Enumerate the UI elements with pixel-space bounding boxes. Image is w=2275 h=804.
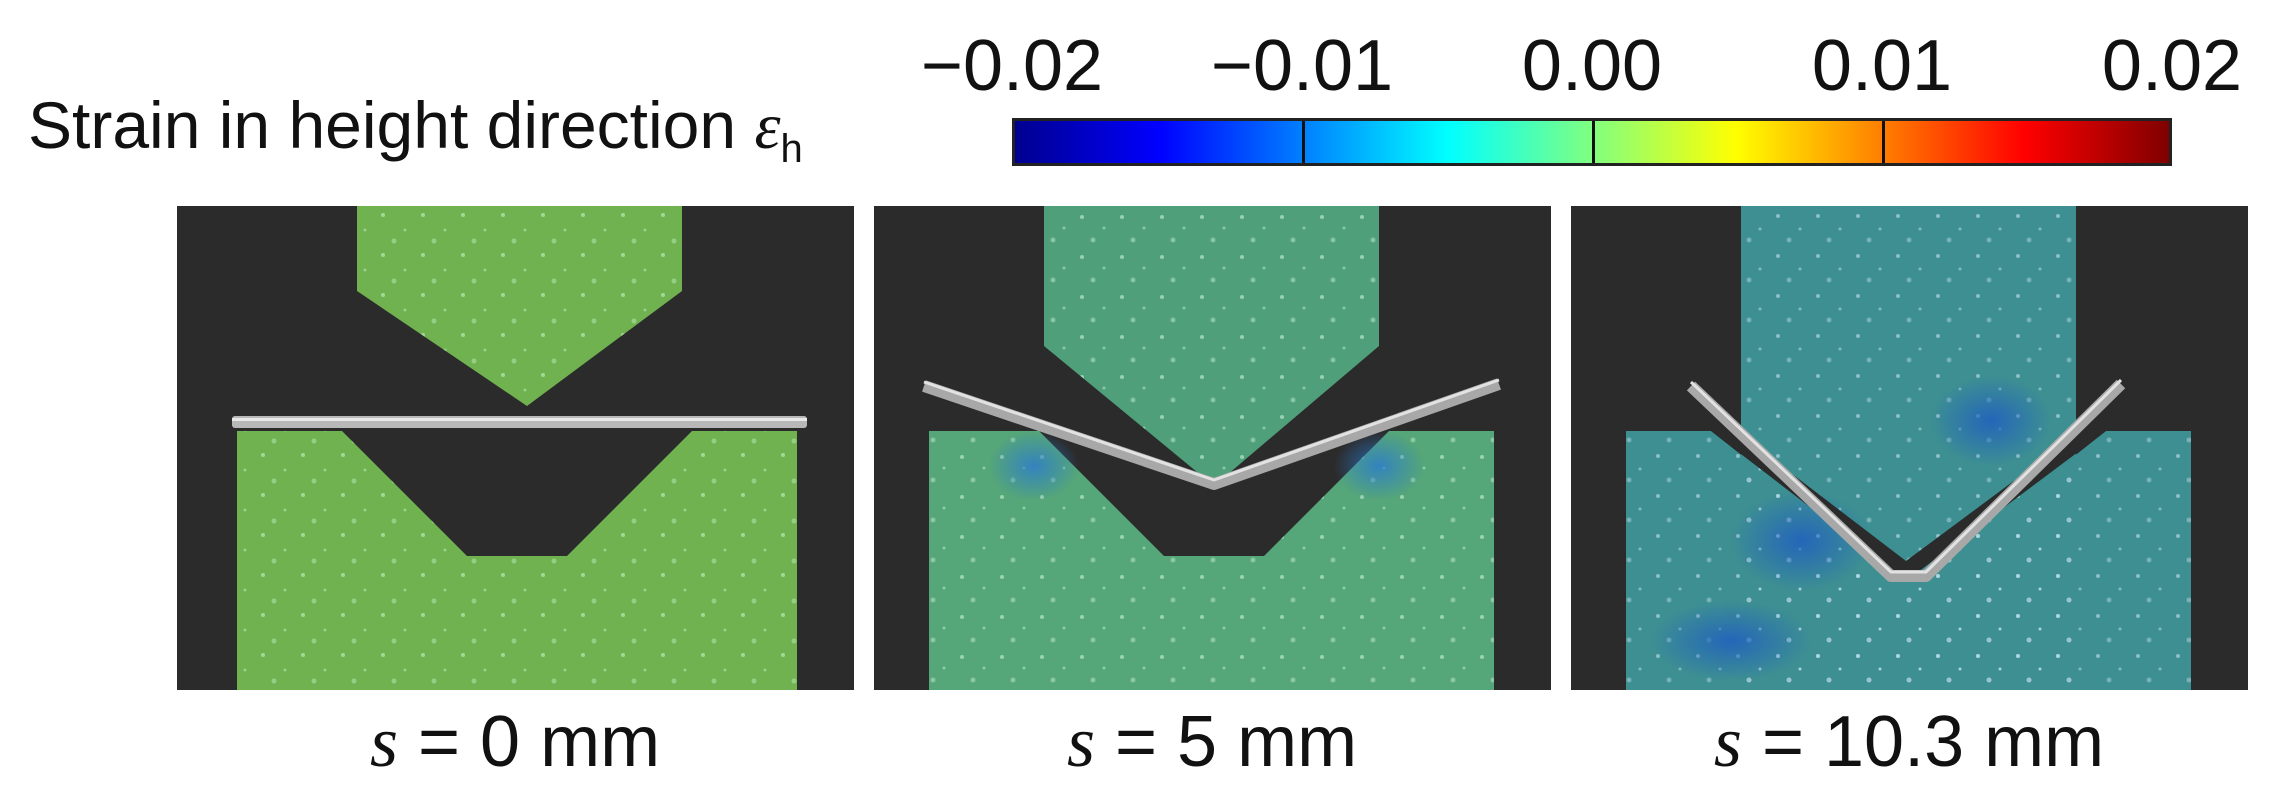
caption-equals: =	[1741, 702, 1824, 782]
colorbar-tick-label: 0.02	[2101, 26, 2243, 106]
panel-caption-3: s = 10.3 mm	[1714, 706, 2104, 778]
colorbar-tick-mark	[1882, 121, 1885, 163]
strain-field-image-3	[1571, 206, 2248, 690]
colorbar-label-text: Strain in height direction	[28, 88, 737, 162]
colorbar-tick-label: −0.01	[1210, 26, 1394, 106]
strain-field-image-1	[177, 206, 854, 690]
strain-subscript: h	[780, 127, 803, 171]
colorbar-tick-mark	[1592, 121, 1595, 163]
caption-equals: =	[397, 702, 481, 782]
caption-value: 0 mm	[480, 702, 661, 782]
strain-symbol: ε	[754, 90, 781, 163]
strain-field-image-2	[874, 206, 1551, 690]
caption-value: 5 mm	[1177, 702, 1358, 782]
caption-variable: s	[369, 702, 398, 782]
caption-equals: =	[1094, 702, 1178, 782]
panel-caption-1: s = 0 mm	[370, 706, 660, 778]
panel-caption-2: s = 5 mm	[1067, 706, 1357, 778]
caption-variable: s	[1066, 702, 1095, 782]
colorbar-tick-mark	[1302, 121, 1305, 163]
colorbar-tick-label: 0.01	[1811, 26, 1953, 106]
colorbar-tick-label: 0.00	[1521, 26, 1663, 106]
caption-variable: s	[1713, 702, 1742, 782]
colorbar-tick-label: −0.02	[920, 26, 1104, 106]
strain-photo-panel-3	[1571, 206, 2248, 690]
colorbar	[1012, 118, 2172, 166]
colorbar-label: Strain in height direction εh	[28, 92, 803, 169]
caption-value: 10.3 mm	[1824, 702, 2105, 782]
strain-photo-panel-2	[874, 206, 1551, 690]
strain-photo-panel-1	[177, 206, 854, 690]
